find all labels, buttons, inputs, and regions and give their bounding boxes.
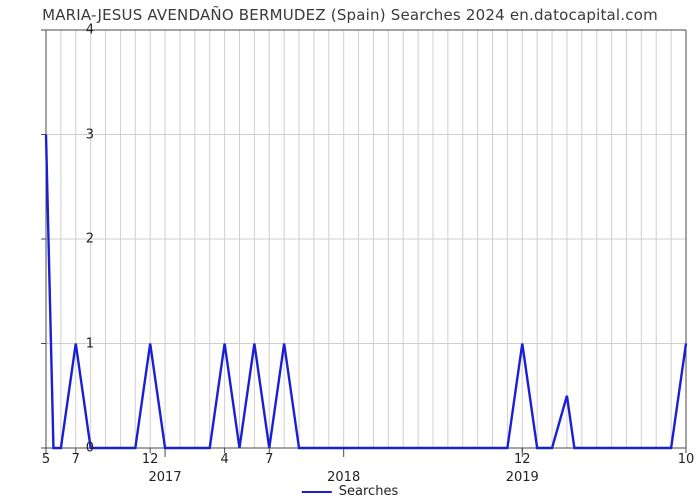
xtick-label: 7 [72,452,80,467]
ytick-label: 3 [54,127,94,142]
ytick-label: 1 [54,336,94,351]
xyear-label: 2019 [506,470,539,485]
series-line [46,135,686,449]
xyear-label: 2018 [327,470,360,485]
xtick-label: 7 [265,452,273,467]
xtick-label: 4 [220,452,228,467]
xtick-label: 12 [514,452,531,467]
chart-title: MARIA-JESUS AVENDAÑO BERMUDEZ (Spain) Se… [0,6,700,24]
legend-line [302,491,332,493]
ytick-label: 4 [54,23,94,38]
chart-container: MARIA-JESUS AVENDAÑO BERMUDEZ (Spain) Se… [0,0,700,500]
plot-svg [46,30,686,448]
xtick-label: 10 [678,452,695,467]
plot-area [46,30,686,448]
xtick-label: 12 [142,452,159,467]
legend: Searches [302,484,398,499]
xyear-label: 2017 [149,470,182,485]
xtick-label: 5 [42,452,50,467]
legend-label: Searches [339,484,398,499]
ytick-label: 2 [54,232,94,247]
